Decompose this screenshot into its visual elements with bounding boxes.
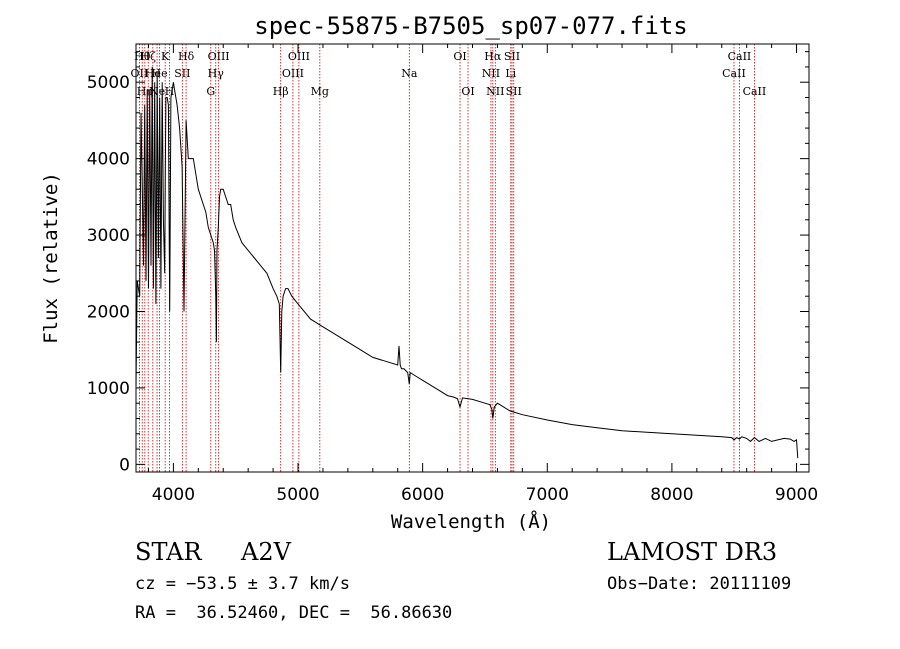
line-label-8: H [165, 85, 175, 98]
line-label-6: He [152, 67, 168, 80]
redshift-velocity: cz = −53.5 ± 3.7 km/s [135, 574, 350, 594]
y-tick-label: 4000 [87, 150, 130, 170]
line-label-10: Hδ [178, 50, 195, 63]
line-label-12: Hγ [208, 67, 225, 80]
line-label-26: SII [506, 85, 522, 98]
line-label-23: NII [486, 85, 504, 98]
line-label-17: Mg [311, 85, 329, 98]
line-label-1: Hθ [134, 50, 151, 63]
line-label-19: OI [453, 50, 466, 63]
y-tick-label: 1000 [87, 379, 130, 399]
spectral-line-markers: OIIHθHηHζHeNeHeKHSIIHδGHγOIIIHβOIIIOIIIM… [131, 44, 767, 472]
survey-name: LAMOST DR3 [607, 538, 778, 566]
line-label-18: Na [401, 67, 418, 80]
chart-title: spec-55875-B7505_sp07-077.fits [254, 12, 687, 40]
line-label-0: OII [131, 67, 149, 80]
y-tick-label: 5000 [87, 73, 130, 93]
x-tick-label: 8000 [650, 485, 693, 505]
y-axis-label: Flux (relative) [40, 172, 62, 344]
line-label-15: OIII [282, 67, 304, 80]
y-tick-label: 3000 [87, 226, 130, 246]
line-label-9: SII [174, 67, 190, 80]
line-label-11: G [206, 85, 215, 98]
x-tick-label: 5000 [276, 485, 319, 505]
line-label-14: Hβ [273, 85, 289, 98]
spectrum-line [135, 66, 799, 459]
x-tick-label: 7000 [526, 485, 569, 505]
y-axis-ticks: 0 1000 2000 3000 4000 5000 [87, 51, 809, 475]
plot-frame [135, 43, 810, 473]
object-subclass: A2V [241, 538, 291, 566]
line-label-27: CaII [722, 67, 746, 80]
x-axis-ticks: 4000 5000 6000 7000 8000 9000 [147, 44, 818, 505]
line-label-2: Hη [137, 85, 153, 98]
line-label-25: SII [504, 50, 520, 63]
object-class: STAR [135, 538, 202, 566]
line-label-24: Li [505, 67, 516, 80]
y-tick-label: 2000 [87, 303, 130, 323]
observation-date: Obs−Date: 20111109 [607, 574, 792, 594]
x-tick-label: 9000 [775, 485, 818, 505]
line-label-22: Hα [484, 50, 502, 63]
line-label-21: NII [482, 67, 500, 80]
x-tick-label: 4000 [152, 485, 195, 505]
line-label-3: Hζ [140, 50, 156, 63]
line-label-13: OIII [208, 50, 230, 63]
coordinates: RA = 36.52460, DEC = 56.86630 [135, 603, 453, 623]
y-tick-label: 0 [119, 455, 130, 475]
line-label-20: OI [461, 85, 474, 98]
x-tick-label: 6000 [401, 485, 444, 505]
line-label-29: CaII [743, 85, 767, 98]
line-label-28: CaII [728, 50, 752, 63]
x-axis-label: Wavelength (Å) [391, 510, 551, 533]
line-label-16: OIII [288, 50, 310, 63]
line-label-7: K [161, 50, 170, 63]
